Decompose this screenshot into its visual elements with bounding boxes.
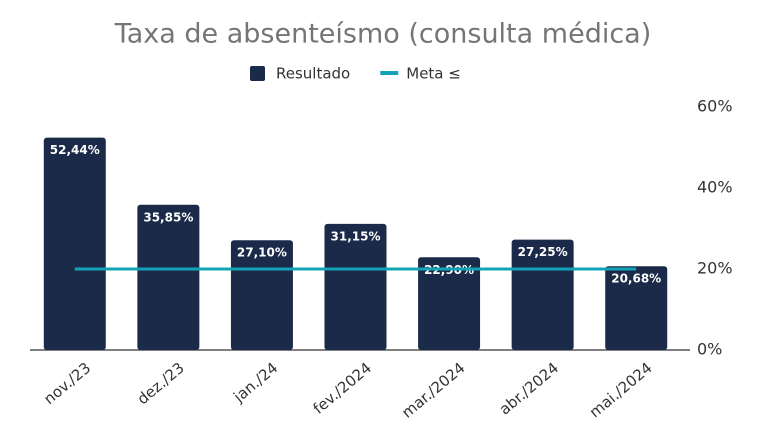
x-tick-label: mai./2024 — [586, 359, 656, 422]
y-tick-label: 60% — [697, 97, 733, 116]
value-label: 20,68% — [611, 272, 661, 286]
value-label: 35,85% — [143, 210, 193, 224]
y-tick-label: 20% — [697, 259, 733, 278]
legend-label: Meta ≤ — [406, 65, 461, 83]
bar — [605, 266, 668, 350]
x-tick-label: jan./24 — [229, 359, 281, 407]
y-tick-label: 0% — [697, 340, 722, 359]
x-tick-label: fev./2024 — [310, 359, 375, 418]
value-label: 27,10% — [237, 246, 287, 260]
y-tick-label: 40% — [697, 178, 733, 197]
x-tick-label: dez./23 — [134, 359, 188, 408]
bar — [418, 257, 481, 350]
bar — [137, 204, 200, 350]
chart-title: Taxa de absenteísmo (consulta médica) — [114, 19, 652, 50]
value-label: 31,15% — [331, 229, 381, 243]
value-label: 27,25% — [518, 245, 568, 259]
x-tick-label: abr./2024 — [496, 359, 562, 419]
x-tick-label: nov./23 — [40, 359, 94, 408]
value-label: 52,44% — [50, 143, 100, 157]
bar — [324, 223, 387, 350]
bar — [43, 137, 106, 350]
bar — [511, 239, 574, 350]
legend-label: Resultado — [276, 65, 350, 83]
x-tick-label: mar./2024 — [398, 359, 468, 422]
legend-swatch — [250, 66, 265, 81]
